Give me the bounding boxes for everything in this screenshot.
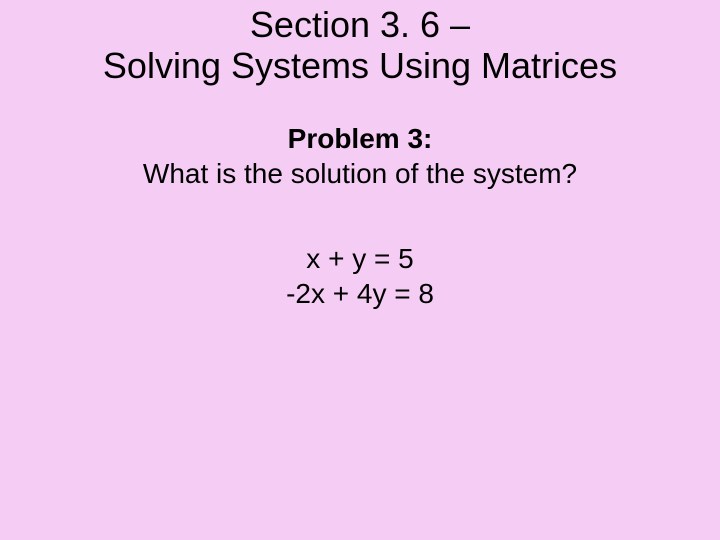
title-line-2: Solving Systems Using Matrices <box>0 45 720 86</box>
problem-label: Problem 3: <box>0 121 720 156</box>
slide-title: Section 3. 6 – Solving Systems Using Mat… <box>0 4 720 87</box>
equation-1: x + y = 5 <box>0 241 720 276</box>
equation-2: -2x + 4y = 8 <box>0 276 720 311</box>
title-line-1: Section 3. 6 – <box>0 4 720 45</box>
slide: Section 3. 6 – Solving Systems Using Mat… <box>0 0 720 540</box>
problem-question: What is the solution of the system? <box>0 156 720 191</box>
problem-block: Problem 3: What is the solution of the s… <box>0 121 720 191</box>
equations-block: x + y = 5 -2x + 4y = 8 <box>0 241 720 311</box>
